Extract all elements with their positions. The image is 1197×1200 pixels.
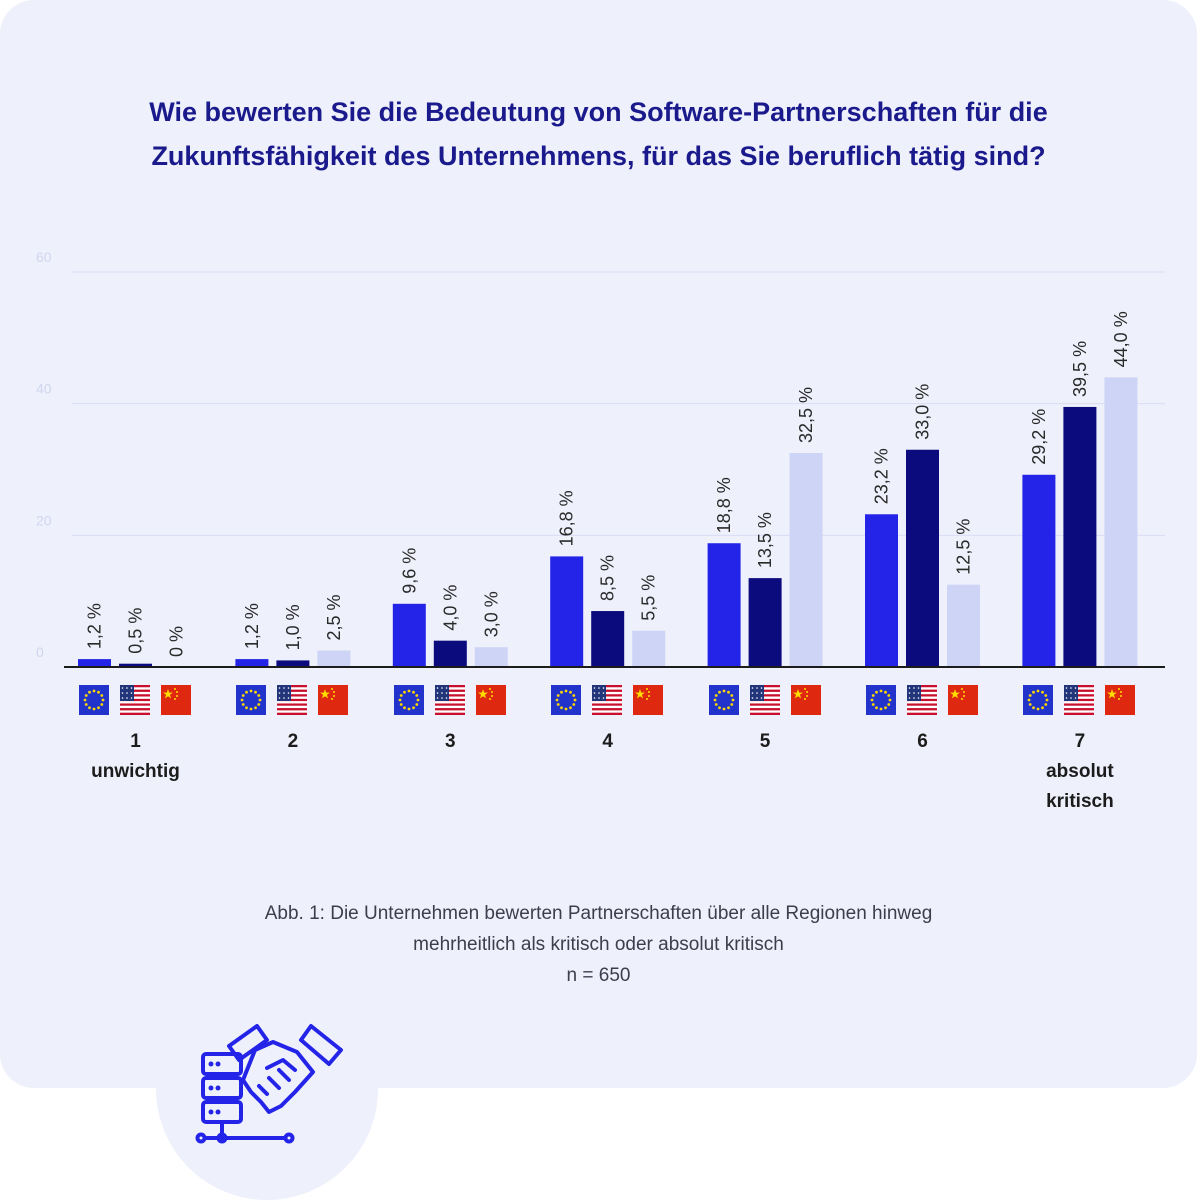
y-tick-label: 0 [36, 644, 44, 660]
category-number: 2 [287, 731, 299, 752]
bar-eu [235, 659, 269, 667]
eu-flag-icon [708, 685, 739, 715]
bar-eu [392, 603, 426, 667]
category-number: 3 [445, 731, 456, 752]
data-label: 8,5 % [598, 555, 618, 601]
y-tick-label: 60 [36, 249, 52, 265]
china-flag-icon [633, 685, 664, 715]
china-flag-icon [948, 685, 978, 715]
bar-eu [1022, 474, 1056, 667]
category-label: 3 [370, 727, 530, 757]
china-flag-icon [161, 685, 191, 715]
china-flag-icon [475, 685, 506, 715]
category-number: 1 [130, 731, 141, 752]
bar-us [748, 578, 782, 667]
data-label: 2,5 % [324, 595, 344, 641]
data-label: 33,0 % [913, 384, 933, 440]
data-label: 44,0 % [1111, 311, 1131, 367]
us-flag-icon [120, 685, 150, 716]
us-flag-icon [907, 685, 937, 716]
data-label: 13,5 % [755, 512, 775, 568]
bar-us [591, 611, 625, 667]
category-number: 5 [759, 731, 771, 752]
data-label: 16,8 % [557, 490, 577, 546]
data-label: 1,2 % [242, 603, 262, 649]
category-description: absolut [1046, 761, 1114, 782]
us-flag-icon [592, 685, 623, 716]
bar-eu [550, 556, 584, 667]
caption-line-1: Abb. 1: Die Unternehmen bewerten Partner… [264, 903, 933, 924]
icon-badge-circle [156, 978, 378, 1200]
eu-flag-icon [551, 685, 582, 715]
data-label: 0 % [167, 626, 187, 657]
bar-us [1063, 406, 1097, 667]
eu-flag-icon [393, 685, 424, 715]
eu-flag-icon [236, 685, 267, 715]
data-label: 3,0 % [481, 591, 501, 637]
bar-china [947, 584, 980, 667]
bar-eu [78, 659, 111, 667]
chart-title-line-1: Wie bewerten Sie die Bedeutung von Softw… [149, 97, 1048, 127]
category-description: kritisch [1046, 791, 1114, 812]
y-tick-label: 20 [36, 512, 52, 528]
bar-china [317, 650, 351, 667]
data-label: 12,5 % [954, 519, 974, 575]
bar-china [789, 453, 823, 667]
us-flag-icon [277, 685, 308, 716]
data-label: 9,6 % [399, 548, 419, 594]
data-label: 4,0 % [440, 585, 460, 631]
china-flag-icon [790, 685, 821, 715]
infographic-card [0, 0, 1197, 1088]
china-flag-icon [1105, 685, 1136, 715]
server-handshake-icon [195, 1024, 343, 1144]
chart-title: Wie bewerten Sie die Bedeutung von Softw… [60, 90, 1137, 178]
data-label: 39,5 % [1070, 341, 1090, 397]
bar-eu [707, 543, 741, 667]
data-label: 29,2 % [1029, 409, 1049, 465]
data-label: 0,5 % [126, 608, 146, 654]
china-flag-icon [318, 685, 349, 715]
bar-china [632, 630, 666, 667]
bar-us [433, 640, 467, 667]
category-number: 4 [602, 731, 613, 752]
y-tick-label: 40 [36, 381, 52, 397]
bar-china [1104, 377, 1138, 667]
bar-us [119, 663, 152, 667]
chart-title-line-2: Zukunftsfähigkeit des Unternehmens, für … [151, 141, 1046, 171]
eu-flag-icon [79, 685, 109, 715]
bar-china [474, 647, 508, 667]
data-label: 5,5 % [639, 575, 659, 621]
category-label: 1 unwichtig [56, 727, 216, 787]
us-flag-icon [434, 685, 465, 716]
category-number: 7 [1074, 731, 1086, 752]
eu-flag-icon [1023, 685, 1054, 715]
us-flag-icon [749, 685, 780, 716]
data-label: 32,5 % [796, 387, 816, 443]
data-label: 23,2 % [872, 448, 892, 504]
category-label: 5 [685, 727, 845, 757]
figure-caption: Abb. 1: Die Unternehmen bewerten Partner… [100, 898, 1097, 991]
caption-sample-size: n = 650 [566, 965, 631, 986]
eu-flag-icon [866, 685, 896, 715]
category-label: 6 [843, 727, 1003, 757]
bar-chart: 0 20 40 60 1,2 % 1,2 % 9,6 % 16,8 % 18,8 % 23,2 %… [36, 249, 1165, 668]
data-label: 1,2 % [85, 603, 105, 649]
bar-eu [865, 514, 898, 667]
bar-us [906, 449, 939, 667]
category-label: 2 [213, 727, 373, 757]
data-label: 18,8 % [714, 477, 734, 533]
data-label: 1,0 % [283, 604, 303, 650]
category-label: 7 absolut kritisch [1000, 727, 1160, 817]
caption-line-2: mehrheitlich als kritisch oder absolut k… [413, 934, 784, 955]
category-label: 4 [528, 727, 688, 757]
bar-us [276, 660, 310, 667]
category-description: unwichtig [91, 761, 180, 782]
category-number: 6 [917, 731, 928, 752]
us-flag-icon [1064, 685, 1095, 716]
